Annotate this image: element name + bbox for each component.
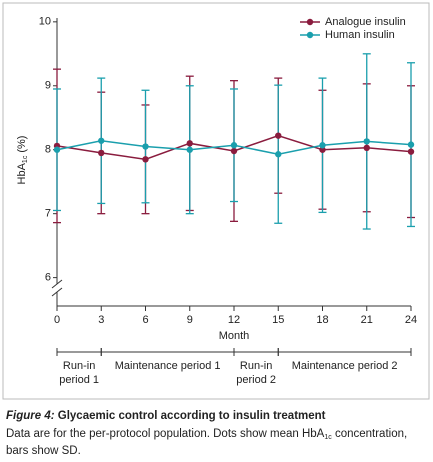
point [186, 146, 193, 153]
point [53, 146, 61, 153]
point [98, 149, 105, 157]
x-tick-label: 3 [98, 314, 104, 326]
period-label: Maintenance period 2 [292, 360, 398, 372]
point [230, 142, 238, 149]
x-tick-label: 21 [361, 314, 373, 326]
x-tick-label: 0 [54, 314, 60, 326]
period-label: Maintenance period 1 [115, 360, 221, 372]
axis-break [51, 279, 63, 289]
point [275, 132, 282, 139]
axis-break [51, 287, 63, 297]
caption-title: Figure 4: Glycaemic control according to… [6, 410, 326, 422]
caption-text: bars show SD. [6, 445, 81, 457]
point [142, 156, 149, 163]
x-tick-label: 15 [272, 314, 284, 326]
point [230, 147, 238, 155]
y-axis-label: HbA1c (%) [16, 136, 29, 185]
frame [2, 2, 430, 400]
x-tick-label: 6 [142, 314, 148, 326]
point [275, 151, 282, 158]
point [363, 138, 370, 145]
y-tick-label: 10 [39, 16, 51, 28]
period-label: period 2 [236, 374, 276, 386]
legend-marker [306, 31, 314, 39]
period-label: period 1 [59, 374, 99, 386]
point [319, 146, 326, 153]
y-tick-label: 7 [45, 208, 51, 220]
point [363, 144, 370, 152]
x-tick-label: 18 [316, 314, 328, 326]
point [407, 148, 415, 155]
point [142, 143, 149, 150]
legend-label: Analogue insulin [325, 16, 406, 28]
y-tick-label: 9 [45, 80, 51, 92]
point [319, 142, 326, 149]
x-tick-label: 12 [228, 314, 240, 326]
x-tick-label: 9 [187, 314, 193, 326]
point [186, 140, 193, 147]
x-axis-label: Month [219, 330, 250, 342]
caption-text: Data are for the per-protocol population… [6, 428, 407, 441]
legend-label: Human insulin [325, 29, 395, 41]
y-tick-label: 8 [45, 144, 51, 156]
legend-marker [306, 18, 314, 26]
point [98, 137, 105, 144]
x-tick-label: 24 [405, 314, 417, 326]
period-label: Run-in [63, 360, 95, 372]
point [407, 141, 415, 148]
y-tick-label: 6 [45, 272, 51, 284]
period-label: Run-in [240, 360, 272, 372]
